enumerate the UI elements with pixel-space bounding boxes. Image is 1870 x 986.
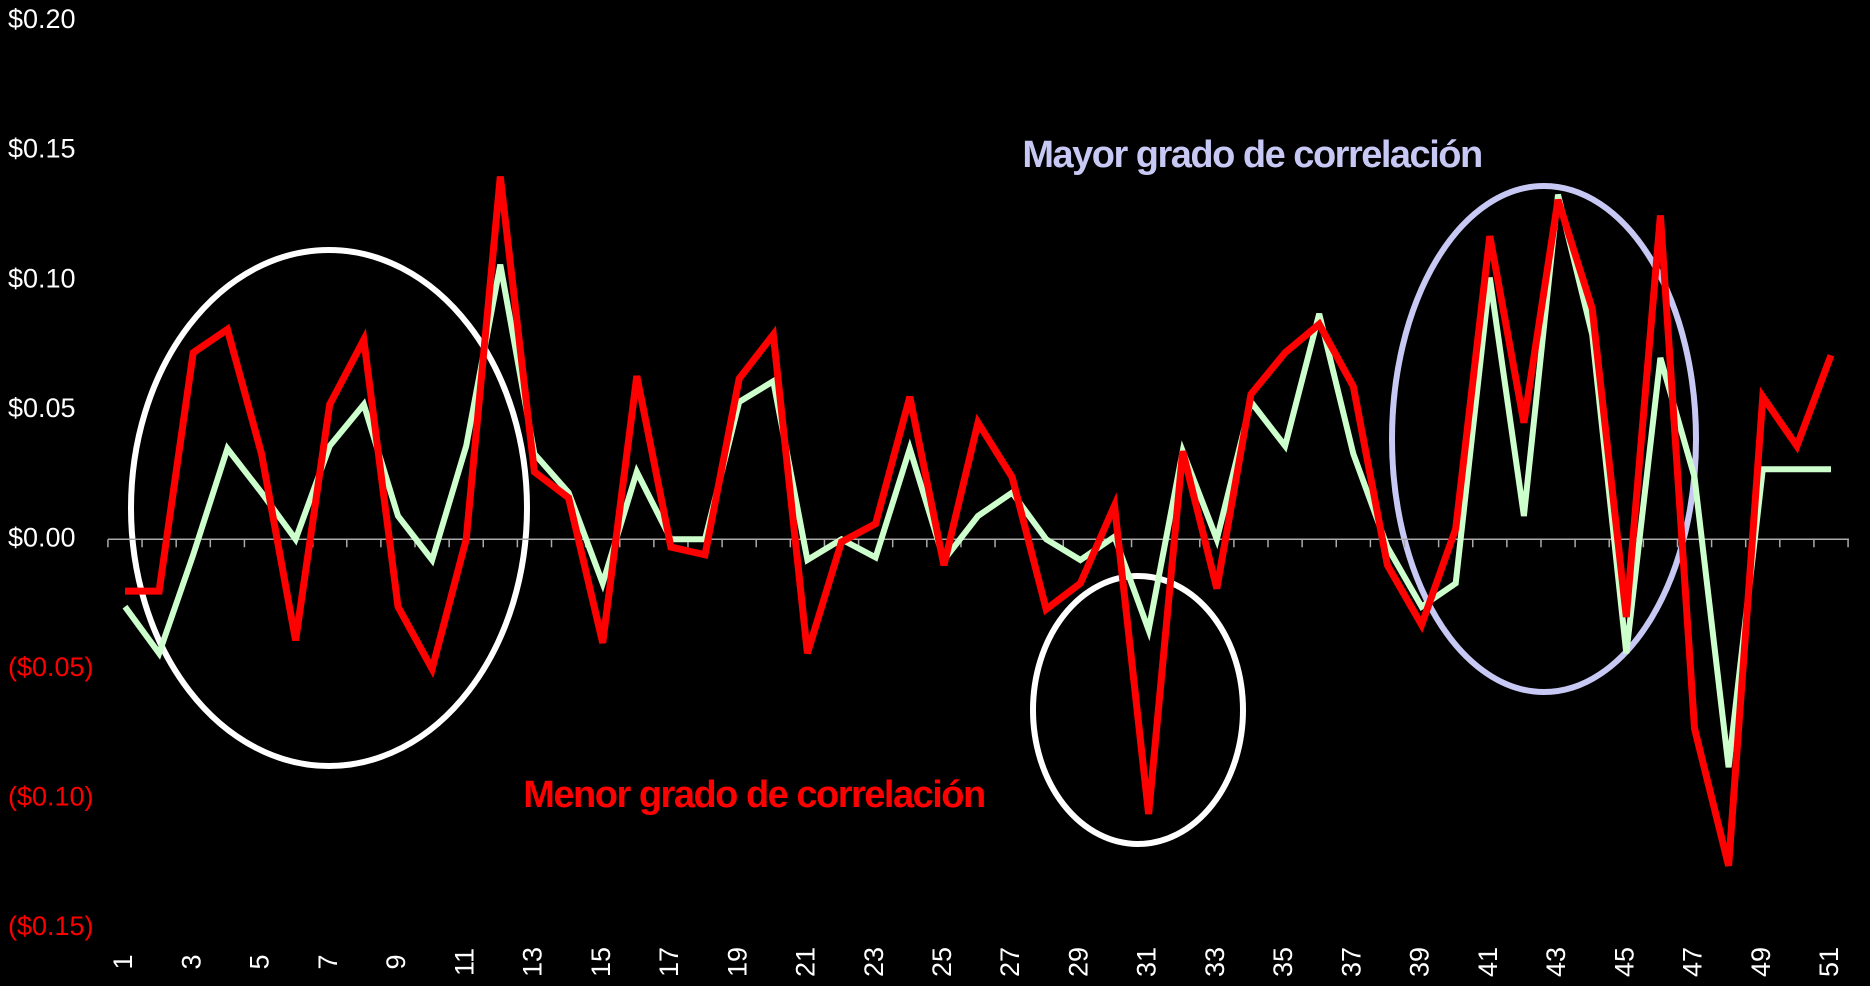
x-tick-label: 39 — [1405, 947, 1435, 977]
y-tick-label: ($0.10) — [8, 782, 94, 812]
x-tick-label: 37 — [1336, 947, 1366, 977]
x-tick-label: 9 — [381, 954, 411, 969]
y-tick-label: $0.05 — [8, 393, 76, 423]
y-tick-label: ($0.05) — [8, 652, 94, 682]
y-tick-label: $0.10 — [8, 263, 76, 293]
x-tick-label: 31 — [1132, 947, 1162, 977]
x-tick-label: 13 — [518, 947, 548, 977]
x-tick-label: 43 — [1541, 947, 1571, 977]
y-tick-label: $0.15 — [8, 134, 76, 164]
y-tick-label: $0.00 — [8, 522, 76, 552]
x-tick-label: 23 — [859, 947, 889, 977]
series-line — [125, 176, 1835, 867]
x-tick-label: 21 — [791, 947, 821, 977]
highlight-ellipse — [1030, 573, 1246, 847]
x-tick-label: 7 — [313, 954, 343, 969]
x-tick-label: 11 — [449, 948, 479, 976]
highlight-ellipse — [1389, 183, 1699, 695]
x-tick-label: 3 — [176, 954, 206, 969]
x-tick-label: 5 — [245, 954, 275, 969]
x-tick-label: 1 — [108, 954, 138, 969]
x-tick-label: 33 — [1200, 947, 1230, 977]
annotation: Mayor grado de correlación — [1022, 134, 1481, 176]
y-tick-label: ($0.15) — [8, 911, 94, 941]
x-tick-label: 15 — [586, 947, 616, 977]
y-tick-label: $0.20 — [8, 4, 76, 34]
highlight-ellipse — [128, 247, 530, 769]
x-tick-label: 25 — [927, 947, 957, 977]
x-tick-label: 41 — [1473, 947, 1503, 977]
x-tick-label: 45 — [1609, 947, 1639, 977]
annotation: Menor grado de correlación — [523, 774, 984, 816]
series-line — [122, 193, 1831, 768]
x-tick-label: 49 — [1746, 947, 1776, 977]
x-tick-label: 47 — [1678, 947, 1708, 977]
x-tick-label: 35 — [1268, 947, 1298, 977]
x-tick-label: 51 — [1814, 947, 1844, 977]
x-tick-label: 19 — [722, 947, 752, 977]
x-tick-label: 17 — [654, 947, 684, 977]
x-tick-label: 29 — [1063, 947, 1093, 977]
x-tick-label: 27 — [995, 947, 1025, 977]
